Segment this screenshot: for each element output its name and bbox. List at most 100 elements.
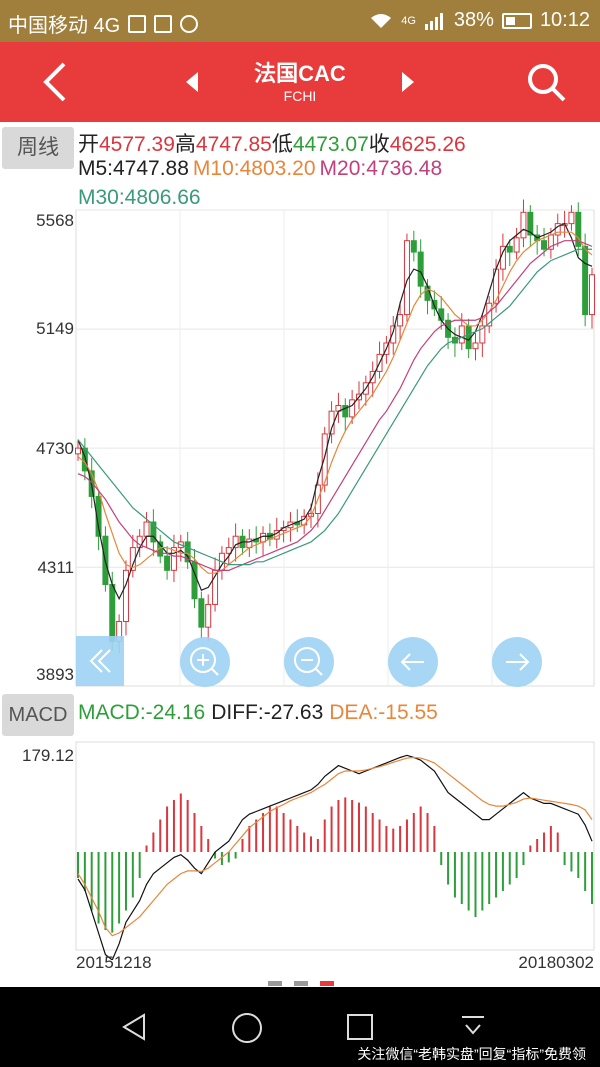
candle-body — [122, 569, 129, 622]
back-triangle-icon[interactable] — [118, 1011, 150, 1043]
candle-body — [225, 547, 232, 554]
indicator-toggle-button[interactable]: MACD — [2, 694, 74, 736]
battery-percent: 38% — [453, 9, 494, 31]
candle-body — [150, 521, 157, 543]
x-end-date: 20180302 — [518, 953, 594, 972]
macd-value: MACD:-24.16 — [78, 701, 206, 724]
low-value: 4473.07 — [292, 133, 369, 156]
page-indicator — [268, 981, 334, 986]
dea-value: DEA:-15.55 — [329, 701, 438, 724]
high-value: 4747.85 — [195, 133, 272, 156]
candle-body — [321, 433, 328, 486]
ma-line-m20 — [77, 240, 593, 571]
candle-body — [397, 314, 404, 327]
candle-body — [506, 245, 513, 253]
period-toggle-button[interactable]: 周线 — [2, 127, 74, 169]
x-start-date: 20151218 — [76, 953, 152, 972]
candle-body — [232, 535, 239, 549]
open-label: 开 — [78, 133, 99, 156]
prev-icon[interactable] — [182, 70, 202, 94]
candle-body — [403, 240, 410, 316]
close-value: 4625.26 — [389, 133, 466, 156]
candle-body — [589, 274, 595, 316]
recents-square-icon[interactable] — [344, 1011, 376, 1043]
macd-frame — [75, 741, 595, 951]
high-label: 高 — [174, 133, 196, 156]
page-dot-active[interactable] — [320, 981, 334, 986]
candle-body — [520, 211, 527, 239]
arrow-left-icon — [400, 653, 424, 671]
price-chart[interactable] — [0, 0, 600, 690]
zoom-in-button[interactable] — [180, 637, 230, 687]
ma-readout-row1: M5:4747.88 M10:4803.20 M20:4736.48 — [78, 157, 442, 181]
diff-value: DIFF:-27.63 — [211, 701, 324, 724]
pan-left-button[interactable] — [388, 637, 438, 687]
network-badge: 4G — [401, 14, 416, 27]
scroll-left-button[interactable] — [76, 636, 124, 686]
dea-line — [77, 756, 593, 937]
sim-icon — [128, 14, 147, 33]
page-dot[interactable] — [294, 981, 308, 986]
candle-body — [472, 342, 479, 350]
zoom-in-icon — [190, 647, 219, 676]
y-tick-label: 4730 — [36, 439, 74, 458]
y-tick-label: 3893 — [36, 665, 74, 684]
candle-body — [170, 547, 177, 571]
close-label: 收 — [368, 133, 390, 156]
candle-body — [582, 245, 589, 316]
watermark-text: 关注微信“老韩实盘”回复“指标”免费领 — [353, 1044, 590, 1064]
broadcast-icon — [180, 14, 199, 33]
page-dot[interactable] — [268, 981, 282, 986]
signal-icon — [424, 12, 443, 30]
arrow-right-icon — [506, 653, 530, 671]
next-icon[interactable] — [398, 70, 418, 94]
search-icon[interactable] — [524, 60, 568, 104]
y-tick-label: 4311 — [37, 558, 74, 577]
clock: 10:12 — [539, 9, 590, 31]
carrier-label: 中国移动 4G — [8, 15, 121, 37]
zoom-out-button[interactable] — [284, 637, 334, 687]
candle-body — [390, 325, 397, 344]
diff-line — [77, 754, 593, 960]
candle-body — [184, 541, 191, 563]
candle-body — [198, 598, 205, 628]
page-subtitle: FCHI — [283, 88, 317, 104]
candle-body — [541, 240, 548, 250]
ma-line-m5 — [77, 222, 593, 601]
image-icon — [154, 14, 173, 33]
candle-body — [513, 237, 520, 253]
ma-line-m10 — [77, 231, 593, 574]
candle-body — [527, 211, 534, 236]
macd-y-tick-label: 179.12 — [22, 746, 74, 765]
candle-body — [75, 447, 81, 455]
candle-body — [417, 251, 424, 287]
zoom-out-icon — [294, 647, 323, 676]
menu-down-icon[interactable] — [458, 1011, 488, 1041]
battery-icon — [501, 12, 532, 29]
pan-right-button[interactable] — [492, 637, 542, 687]
candle-body — [164, 555, 171, 571]
candle-body — [205, 603, 212, 628]
back-icon[interactable] — [36, 60, 76, 104]
home-circle-icon[interactable] — [230, 1011, 264, 1045]
ma-line-m30 — [77, 248, 592, 566]
candle-body — [342, 405, 349, 418]
header-bar: 法国CAC FCHI — [0, 42, 600, 122]
y-tick-label: 5149 — [36, 319, 74, 338]
page-title: 法国CAC — [254, 61, 346, 86]
double-chevron-left-icon — [89, 649, 111, 673]
wifi-icon — [371, 13, 392, 28]
status-bar: 中国移动 4G 4G 38% 10:12 — [0, 0, 600, 42]
candle-body — [95, 495, 102, 537]
ma10-value: M10:4803.20 — [192, 157, 316, 180]
macd-chart[interactable] — [0, 0, 600, 960]
macd-readout: MACD:-24.16 DIFF:-27.63 DEA:-15.55 — [78, 701, 438, 725]
candle-body — [349, 399, 356, 418]
candle-body — [568, 211, 575, 225]
ma20-value: M20:4736.48 — [319, 157, 443, 180]
ohlc-readout: 开4577.39高4747.85低4473.07收4625.26 — [78, 128, 466, 158]
ma-readout-row2: M30:4806.66 — [78, 186, 201, 210]
candle-body — [479, 325, 486, 344]
low-label: 低 — [271, 133, 293, 156]
ma5-value: M5:4747.88 — [78, 157, 189, 180]
